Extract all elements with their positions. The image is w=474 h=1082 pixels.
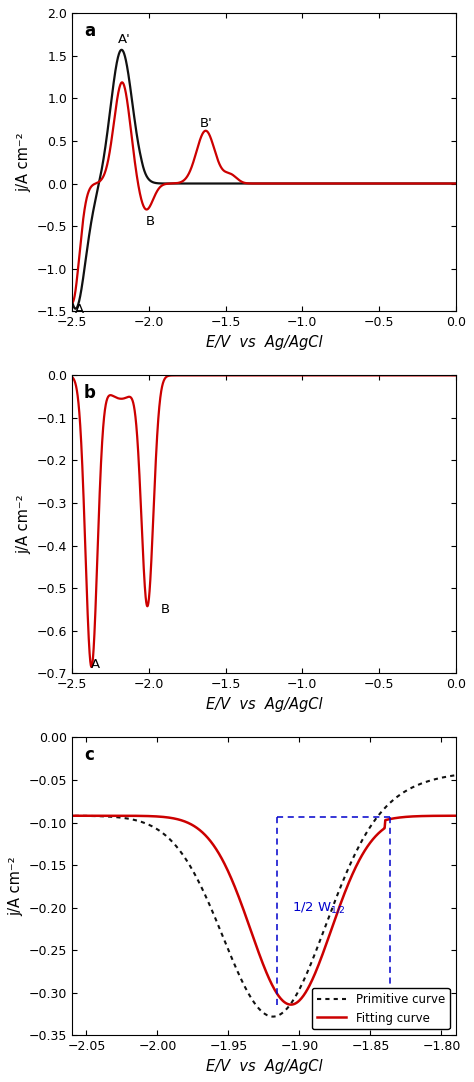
- X-axis label: E/V  vs  Ag/AgCl: E/V vs Ag/AgCl: [206, 1058, 322, 1073]
- Text: a: a: [84, 23, 95, 40]
- Text: B: B: [161, 603, 170, 616]
- Text: A: A: [91, 658, 100, 671]
- Legend: Primitive curve, Fitting curve: Primitive curve, Fitting curve: [312, 988, 450, 1029]
- Y-axis label: j/A cm⁻²: j/A cm⁻²: [16, 494, 31, 554]
- Text: c: c: [84, 747, 94, 764]
- Text: A: A: [75, 303, 84, 316]
- Text: b: b: [84, 384, 96, 403]
- Y-axis label: j/A cm⁻²: j/A cm⁻²: [9, 857, 23, 916]
- Text: B: B: [146, 215, 155, 228]
- Y-axis label: j/A cm⁻²: j/A cm⁻²: [16, 132, 31, 192]
- X-axis label: E/V  vs  Ag/AgCl: E/V vs Ag/AgCl: [206, 697, 322, 712]
- Text: A': A': [118, 32, 131, 45]
- X-axis label: E/V  vs  Ag/AgCl: E/V vs Ag/AgCl: [206, 334, 322, 349]
- Text: B': B': [200, 117, 212, 130]
- Text: 1/2 W$_{1/2}$: 1/2 W$_{1/2}$: [292, 900, 346, 915]
